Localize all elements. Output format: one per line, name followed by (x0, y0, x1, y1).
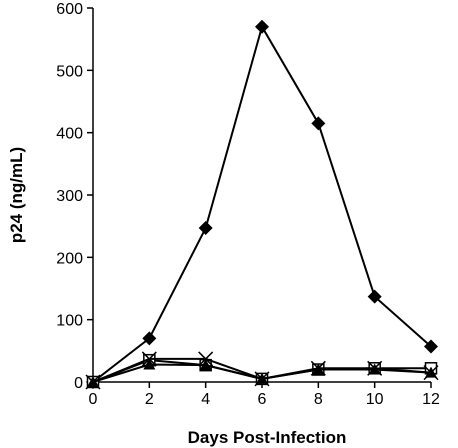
filled-diamond-marker (198, 221, 213, 236)
filled-triangle-marker (143, 358, 156, 370)
x-cross-marker (367, 360, 383, 376)
x-cross-marker (423, 365, 439, 381)
x-tick-label: 2 (145, 391, 154, 408)
x-cross-marker (310, 360, 326, 376)
y-tick-label: 0 (74, 375, 83, 392)
x-cross-marker (198, 351, 214, 367)
x-cross-marker (254, 371, 270, 387)
y-axis-title: p24 (ng/mL) (7, 147, 26, 243)
x-ticks: 0 2 4 6 8 10 12 (89, 382, 440, 408)
x-tick-label: 4 (201, 391, 210, 408)
filled-diamond-marker (367, 289, 382, 304)
filled-diamond-marker (255, 19, 269, 34)
x-tick-label: 10 (366, 391, 384, 408)
series-line (92, 24, 432, 383)
x-cross-marker (85, 374, 101, 390)
filled-diamond-marker (424, 339, 438, 354)
series-layer (85, 19, 439, 390)
filled-diamond-marker (311, 116, 326, 131)
y-tick-label: 100 (56, 313, 83, 330)
y-tick-label: 200 (56, 250, 83, 267)
y-tick-label: 300 (56, 188, 83, 205)
y-ticks: 0 100 200 300 400 500 600 (56, 1, 93, 392)
y-tick-label: 400 (56, 126, 83, 143)
series-1 (86, 19, 438, 389)
axes (92, 8, 431, 383)
x-tick-label: 12 (422, 391, 440, 408)
x-cross-marker (141, 351, 157, 367)
series-4 (85, 351, 439, 390)
filled-triangle-marker (199, 359, 212, 371)
x-tick-label: 6 (258, 391, 267, 408)
filled-diamond-marker (142, 331, 157, 346)
x-axis-title: Days Post-Infection (188, 428, 347, 447)
y-tick-label: 500 (56, 63, 83, 80)
y-tick-label: 600 (56, 1, 83, 18)
x-tick-label: 8 (314, 391, 323, 408)
x-tick-label: 0 (89, 391, 98, 408)
